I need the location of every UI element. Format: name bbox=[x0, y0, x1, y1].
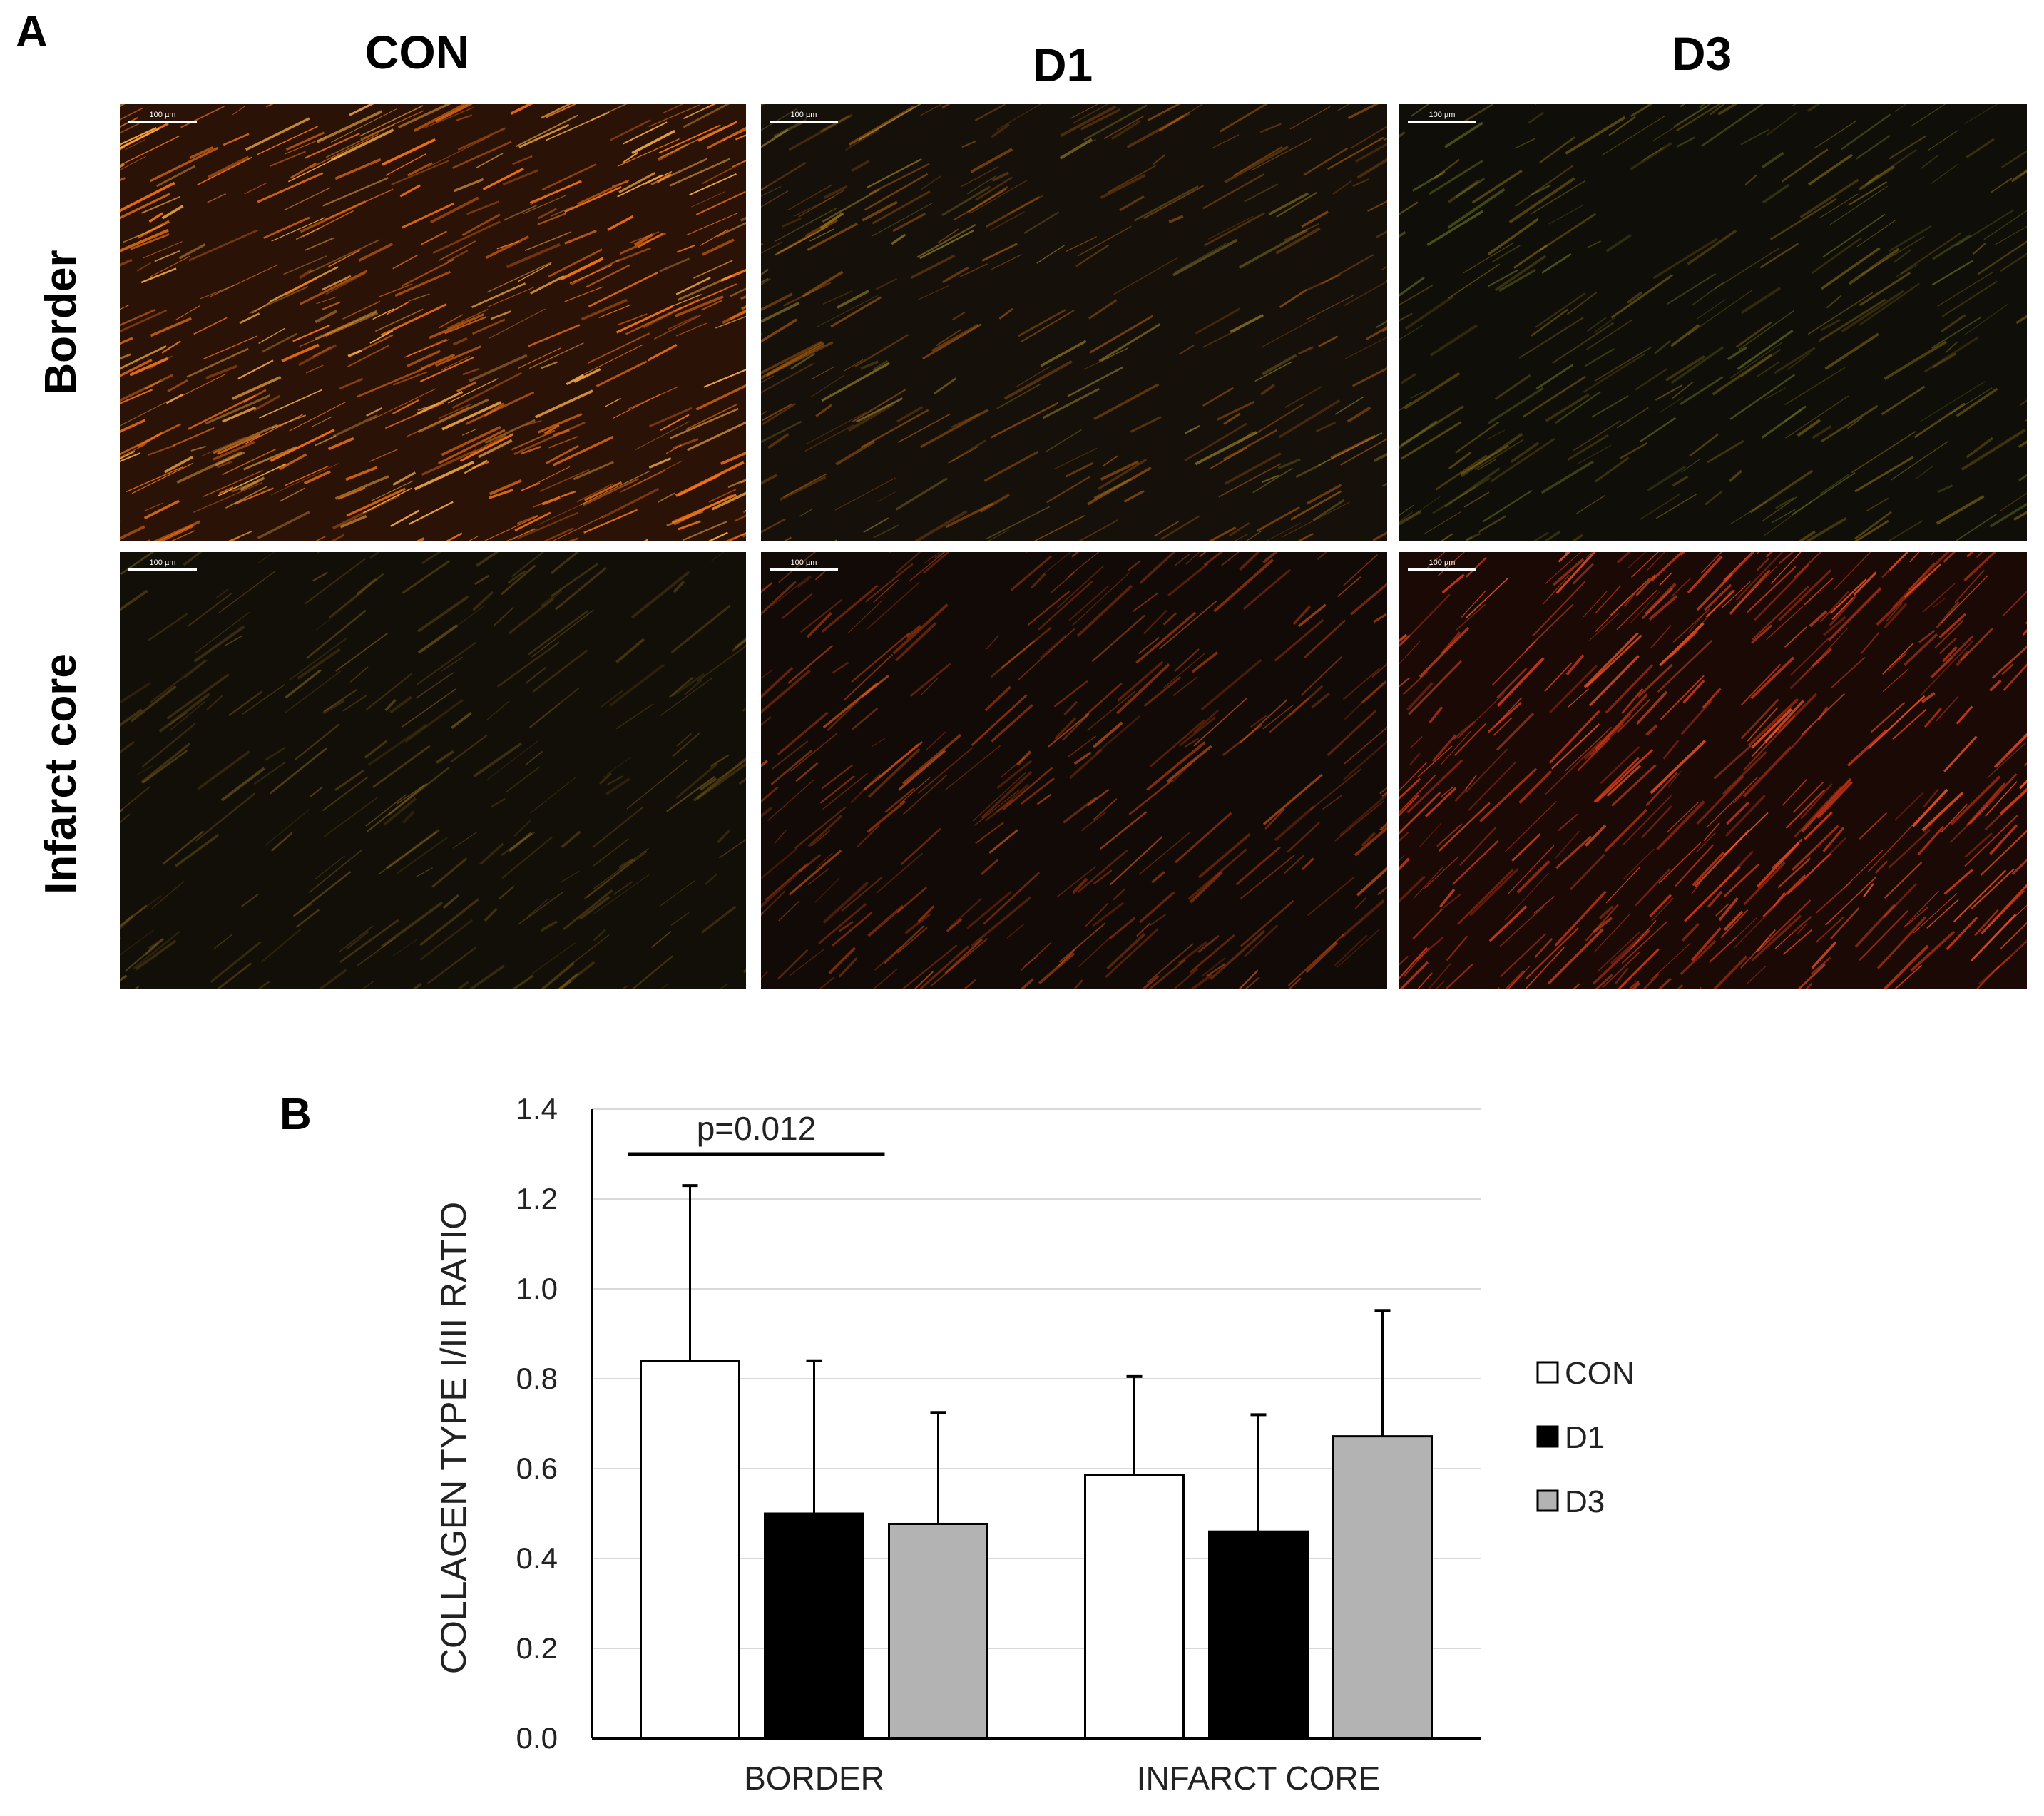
scale-bar: 100 µm bbox=[1408, 111, 1476, 123]
scale-bar-line bbox=[1408, 121, 1476, 123]
scale-bar: 100 µm bbox=[128, 559, 197, 571]
scale-bar-label: 100 µm bbox=[1429, 111, 1456, 119]
scale-bar-label: 100 µm bbox=[149, 111, 176, 119]
legend-label-con: CON bbox=[1565, 1356, 1635, 1391]
y-axis-label: COLLAGEN TYPE I/III RATIO bbox=[434, 1202, 474, 1674]
legend-label-d1: D1 bbox=[1565, 1420, 1605, 1455]
column-header-con: CON bbox=[364, 26, 470, 78]
micrograph-infarct-core-d1: 100 µm bbox=[761, 552, 1387, 989]
scale-bar-label: 100 µm bbox=[790, 111, 817, 119]
scale-bar-label: 100 µm bbox=[1429, 558, 1456, 567]
y-tick-label: 1.2 bbox=[516, 1182, 558, 1215]
legend-swatch-con bbox=[1536, 1361, 1559, 1384]
row-label-border: Border bbox=[36, 250, 86, 395]
y-tick-label: 0.0 bbox=[516, 1721, 558, 1755]
y-tick-label: 1.0 bbox=[516, 1272, 558, 1305]
micrograph-texture bbox=[120, 552, 746, 989]
y-tick-label: 1.4 bbox=[516, 1092, 558, 1126]
bar-d1-infarct-core bbox=[1208, 1530, 1309, 1740]
scale-bar-line bbox=[770, 121, 838, 123]
micrograph-texture bbox=[761, 104, 1387, 541]
bar-d3-infarct-core bbox=[1332, 1435, 1433, 1740]
bar-d1-border bbox=[764, 1512, 864, 1740]
scale-bar-line bbox=[1408, 568, 1476, 571]
micrograph-texture bbox=[1399, 552, 2027, 989]
scale-bar-line bbox=[770, 568, 838, 571]
micrograph-texture bbox=[1399, 104, 2027, 541]
column-header-d1: D1 bbox=[1032, 39, 1093, 91]
bar-con-infarct-core bbox=[1084, 1474, 1185, 1740]
scale-bar: 100 µm bbox=[770, 559, 838, 571]
micrograph-border-d3: 100 µm bbox=[1399, 104, 2027, 541]
legend-swatch-d1 bbox=[1536, 1425, 1559, 1448]
x-category-label: INFARCT CORE bbox=[1137, 1760, 1381, 1797]
y-tick-label: 0.6 bbox=[516, 1452, 558, 1485]
micrograph-border-d1: 100 µm bbox=[761, 104, 1387, 541]
collagen-ratio-bar-chart: 0.0 0.2 0.4 0.6 0.8 1.0 1.2 1.4 BORDER INFARCT CO… bbox=[434, 1092, 1635, 1797]
panel-a-letter: A bbox=[16, 7, 48, 56]
y-tick-label: 0.2 bbox=[516, 1631, 558, 1665]
scale-bar-label: 100 µm bbox=[149, 558, 176, 567]
y-tick-label: 0.4 bbox=[516, 1541, 558, 1575]
y-tick-label: 0.8 bbox=[516, 1362, 558, 1395]
scale-bar: 100 µm bbox=[1408, 559, 1476, 571]
legend-label-d3: D3 bbox=[1565, 1484, 1605, 1519]
bar-con-border bbox=[640, 1360, 740, 1740]
bar-d3-border bbox=[888, 1522, 988, 1740]
micrograph-infarct-core-d3: 100 µm bbox=[1399, 552, 2027, 989]
scale-bar-line bbox=[128, 121, 197, 123]
scale-bar: 100 µm bbox=[770, 111, 838, 123]
x-category-label: BORDER bbox=[744, 1760, 884, 1797]
scale-bar: 100 µm bbox=[128, 111, 197, 123]
significance-label: p=0.012 bbox=[697, 1110, 817, 1147]
legend-swatch-d3 bbox=[1536, 1489, 1559, 1512]
micrograph-texture bbox=[120, 104, 746, 541]
micrograph-texture bbox=[761, 552, 1387, 989]
column-header-d3: D3 bbox=[1671, 27, 1732, 80]
micrograph-border-con: 100 µm bbox=[120, 104, 746, 541]
micrograph-infarct-core-con: 100 µm bbox=[120, 552, 746, 989]
scale-bar-line bbox=[128, 568, 197, 571]
scale-bar-label: 100 µm bbox=[790, 558, 817, 567]
panel-b-letter: B bbox=[280, 1090, 312, 1139]
row-label-infarct-core: Infarct core bbox=[36, 653, 86, 894]
